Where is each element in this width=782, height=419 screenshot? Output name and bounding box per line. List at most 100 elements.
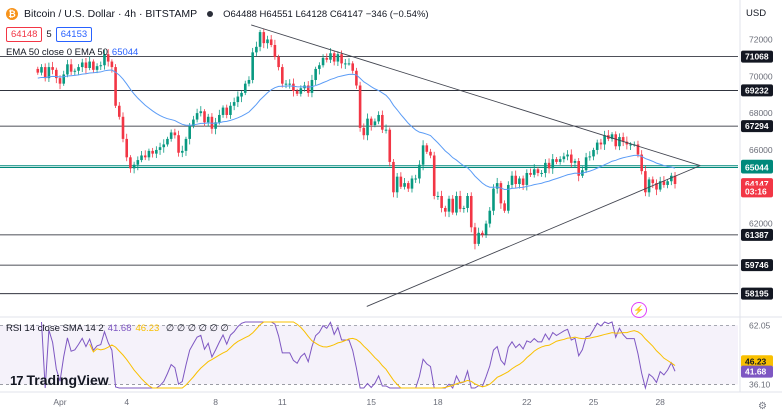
candle-body xyxy=(540,172,543,174)
candle-body xyxy=(510,175,514,185)
time-tick-label: 25 xyxy=(589,397,599,407)
candle-body xyxy=(488,210,492,224)
candle-body xyxy=(195,113,199,120)
axis-tag-level: 58195 xyxy=(745,289,769,299)
rsi-sma-tag-bg xyxy=(741,355,773,368)
candle-body xyxy=(336,54,340,62)
candle-body xyxy=(558,159,562,162)
candle-body xyxy=(36,68,40,73)
candle-body xyxy=(347,63,351,65)
symbol-header[interactable]: ₿ Bitcoin / U.S. Dollar · 4h · BITSTAMP … xyxy=(6,6,429,22)
candle-body xyxy=(114,67,117,106)
candle-body xyxy=(629,144,632,146)
candle-body xyxy=(62,74,66,84)
candle-body xyxy=(421,145,425,165)
candle-body xyxy=(514,175,518,185)
candle-body xyxy=(495,183,499,189)
candle-body xyxy=(77,67,80,71)
bid-price[interactable]: 64148 xyxy=(6,27,43,42)
candle-body xyxy=(251,52,254,80)
candle-body xyxy=(129,157,132,169)
candle-body xyxy=(670,175,673,182)
candle-body xyxy=(92,61,95,70)
bitcoin-icon: ₿ xyxy=(6,8,18,20)
candle-body xyxy=(273,44,277,57)
candle-body xyxy=(399,176,403,187)
candle-body xyxy=(169,132,173,139)
candle-body xyxy=(440,195,443,208)
symbol-title[interactable]: Bitcoin / U.S. Dollar · 4h · BITSTAMP xyxy=(24,8,198,20)
candle-body xyxy=(384,129,388,131)
candle-body xyxy=(536,169,540,173)
candle-body xyxy=(362,127,366,136)
candle-body xyxy=(388,129,392,162)
candle-body xyxy=(225,107,229,115)
candle-body xyxy=(117,105,121,117)
candle-body xyxy=(392,161,395,193)
candle-body xyxy=(58,78,62,84)
rsi-line xyxy=(40,321,676,390)
trendline-0 xyxy=(251,24,701,167)
candle-body xyxy=(292,83,295,92)
candle-body xyxy=(521,178,525,185)
candle-body xyxy=(243,83,247,93)
axis-tag-bg xyxy=(741,84,773,97)
time-tick-label: 11 xyxy=(278,397,287,407)
rsi-sma-value: 46.23 xyxy=(135,323,160,334)
axis-tag-bg xyxy=(741,185,773,198)
candle-body xyxy=(69,64,73,72)
candle-body xyxy=(481,232,484,235)
candle-body xyxy=(592,149,595,157)
candle-body xyxy=(544,162,547,173)
candle-body xyxy=(162,144,166,148)
rsi-tick-label: 36.10 xyxy=(749,379,771,389)
candle-body xyxy=(447,198,451,212)
candle-body xyxy=(221,107,225,115)
ema-label: EMA 50 close 0 EMA 50 xyxy=(6,47,108,58)
candle-body xyxy=(266,39,269,44)
candle-body xyxy=(547,162,551,169)
axis-tag-bg xyxy=(741,287,773,300)
candle-body xyxy=(84,62,88,69)
candle-body xyxy=(188,126,191,139)
candle-body xyxy=(343,63,347,65)
candle-body xyxy=(240,92,243,97)
price-tick-label: 62000 xyxy=(749,219,773,229)
rsi-band xyxy=(0,325,738,385)
logo-mark: 17 xyxy=(10,372,24,388)
candle-body xyxy=(143,155,147,158)
axis-tag-price: 64147 xyxy=(745,179,769,189)
time-tick-label: 15 xyxy=(366,397,376,407)
candle-body xyxy=(40,67,43,73)
bid-ask-box: 64148 5 64153 xyxy=(6,27,93,42)
candle-body xyxy=(577,161,580,176)
rsi-extra-values: ∅ ∅ ∅ ∅ ∅ ∅ xyxy=(165,323,229,334)
candle-body xyxy=(636,144,640,155)
candle-body xyxy=(318,65,321,69)
axis-tag-bg xyxy=(741,259,773,272)
ema-legend[interactable]: EMA 50 close 0 EMA 50 65044 xyxy=(6,47,138,58)
candle-body xyxy=(299,88,303,94)
candle-body xyxy=(321,57,325,66)
candle-body xyxy=(518,178,521,185)
axis-tag-bg xyxy=(741,50,773,63)
candle-body xyxy=(529,172,532,175)
candle-body xyxy=(66,64,69,75)
gear-icon[interactable]: ⚙ xyxy=(758,401,767,412)
time-tick-label: 28 xyxy=(655,397,665,407)
rsi-tick-label: 62.05 xyxy=(749,320,771,330)
rsi-legend[interactable]: RSI 14 close SMA 14 2 41.68 46.23 ∅ ∅ ∅ ∅ … xyxy=(6,323,229,334)
candle-body xyxy=(425,145,429,152)
candle-body xyxy=(55,69,58,79)
currency-label[interactable]: USD xyxy=(746,8,767,19)
candle-body xyxy=(203,111,206,123)
ohlc-readout: O64488 H64551 L64128 C64147 −346 (−0.54%… xyxy=(223,8,429,20)
candle-body xyxy=(173,132,177,136)
ask-price[interactable]: 64153 xyxy=(55,27,93,42)
candle-body xyxy=(247,79,251,84)
candle-body xyxy=(595,142,599,150)
candle-body xyxy=(462,207,466,209)
axis-tag-bg xyxy=(741,228,773,241)
lightning-icon[interactable]: ⚡ xyxy=(631,302,647,318)
